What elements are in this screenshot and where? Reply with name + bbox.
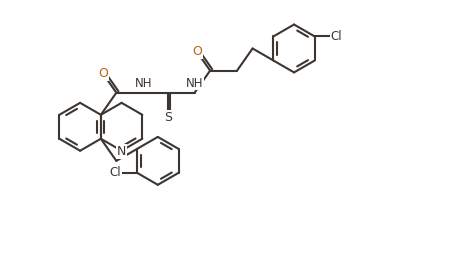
Text: NH: NH [134,77,152,89]
Text: Cl: Cl [331,30,342,43]
Text: S: S [164,111,172,124]
Text: O: O [98,67,108,81]
Text: NH: NH [186,77,203,89]
Text: Cl: Cl [110,166,121,179]
Text: N: N [117,145,126,158]
Text: O: O [192,45,202,58]
